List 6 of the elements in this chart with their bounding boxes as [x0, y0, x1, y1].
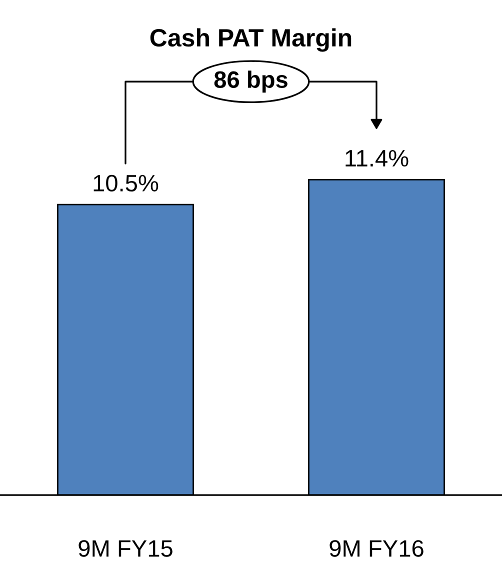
- text: 86 bps: [214, 70, 288, 93]
- x-tick-label: 9M FY16: [330, 540, 424, 557]
- data-label: 11.4%: [346, 150, 408, 167]
- x-tick-label: 9M FY15: [78, 540, 172, 557]
- data-label: 10.5%: [94, 174, 158, 192]
- chart-title: Cash PAT Margin: [150, 28, 352, 52]
